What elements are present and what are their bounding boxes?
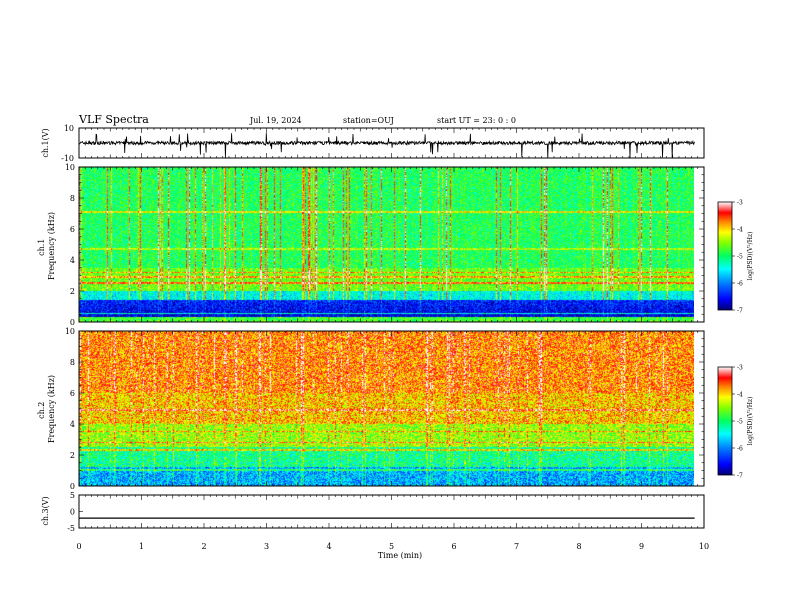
spectrogram-ch1-panel: 0 2 4 6 8 10 ch.1 Frequency (kHz) xyxy=(37,163,705,327)
colorbar-ch1-label: log(PSD)(V²/Hz) xyxy=(747,232,754,281)
colorbar-tick-label: -3 xyxy=(737,200,743,207)
colorbar-tick-label: -7 xyxy=(737,308,743,315)
ch1-waveform-ylabel: ch.1(V) xyxy=(41,128,50,157)
ch2-spectrogram-yticks: 0 2 4 6 8 10 xyxy=(65,327,704,491)
ch1-ytick-top: 10 xyxy=(64,124,74,133)
y-tick-label: 0 xyxy=(70,482,75,491)
colorbar-tick-label: -7 xyxy=(737,473,743,480)
x-axis-tick-labels: 0 1 2 3 4 5 6 7 8 9 10 xyxy=(76,542,709,551)
station-label: station=OUJ xyxy=(343,116,394,125)
colorbar-tick-label: -6 xyxy=(737,446,743,453)
waveform-ch3-panel: 5 0 -5 ch.3(V) xyxy=(41,491,705,533)
colorbar-ch1-scale xyxy=(717,201,733,311)
colorbar-ch2-ticks: -3 -4 -5 -6 -7 xyxy=(732,365,743,480)
colorbar-ch2-scale xyxy=(717,366,733,476)
x-tick-label: 10 xyxy=(699,542,709,551)
ch1-waveform-line xyxy=(78,133,695,159)
ch1-spectrogram-yticks: 0 2 4 6 8 10 xyxy=(65,163,704,327)
colorbar-ch2-label: log(PSD)(V²/Hz) xyxy=(747,397,754,446)
ch3-waveform-ylabel: ch.3(V) xyxy=(41,496,50,525)
colorbar-ch1: -3 -4 -5 -6 -7 log(PSD)(V²/Hz) xyxy=(717,200,754,315)
ch2-spectrogram-ylabel: ch.2 Frequency (kHz) xyxy=(37,375,56,443)
y-tick-label: 6 xyxy=(70,389,75,398)
x-tick-label: 0 xyxy=(76,542,81,551)
colorbar-tick-label: -4 xyxy=(737,227,743,234)
x-tick-label: 9 xyxy=(639,542,644,551)
colorbar-tick-label: -4 xyxy=(737,392,743,399)
ch1-spectrogram-ylabel: ch.1 Frequency (kHz) xyxy=(37,212,56,280)
y-tick-label: 2 xyxy=(70,451,75,460)
spectrogram-ch2-panel: 0 2 4 6 8 10 ch.2 Frequency (kHz) xyxy=(37,327,705,491)
colorbar-tick-label: -5 xyxy=(737,254,743,261)
ch1-waveform-xticks xyxy=(78,128,705,158)
x-axis-label: Time (min) xyxy=(378,551,422,560)
ch2-ylabel-channel: ch.2 xyxy=(37,402,46,419)
ch2-spectrogram-image xyxy=(79,331,694,486)
ch3-waveform-yticks: 5 0 -5 xyxy=(67,491,83,533)
ch1-spectrogram-image xyxy=(79,167,694,322)
colorbar-ch1-ticks: -3 -4 -5 -6 -7 xyxy=(732,200,743,315)
colorbar-tick-label: -5 xyxy=(737,419,743,426)
x-tick-label: 6 xyxy=(451,542,456,551)
start-ut-label: start UT = 23: 0 : 0 xyxy=(437,116,516,125)
ch1-ytick-bottom: -10 xyxy=(61,154,74,163)
y-tick-label: 6 xyxy=(70,225,75,234)
date-label: Jul. 19, 2024 xyxy=(249,116,302,125)
x-tick-label: 2 xyxy=(201,542,206,551)
ch1-spectrogram-xticks xyxy=(78,167,705,322)
x-tick-label: 1 xyxy=(139,542,144,551)
x-tick-label: 3 xyxy=(264,542,269,551)
x-tick-label: 5 xyxy=(389,542,394,551)
colorbar-tick-label: -6 xyxy=(737,281,743,288)
waveform-ch1-panel: 10 -10 ch.1(V) xyxy=(41,124,705,163)
y-tick-label: 4 xyxy=(70,420,75,429)
colorbar-tick-label: -3 xyxy=(737,365,743,372)
y-tick-label: 10 xyxy=(65,163,75,172)
y-tick-label: 5 xyxy=(70,491,75,500)
ch2-ylabel-frequency: Frequency (kHz) xyxy=(47,375,56,443)
figure-title: VLF Spectra xyxy=(78,113,149,126)
y-tick-label: 2 xyxy=(70,287,75,296)
y-tick-label: 4 xyxy=(70,256,75,265)
x-tick-label: 8 xyxy=(576,542,581,551)
x-tick-label: 4 xyxy=(326,542,331,551)
y-tick-label: 8 xyxy=(70,358,75,367)
y-tick-label: 0 xyxy=(70,508,75,517)
y-tick-label: -5 xyxy=(67,524,75,533)
y-tick-label: 0 xyxy=(70,318,75,327)
y-tick-label: 10 xyxy=(65,327,75,336)
ch3-waveform-xticks xyxy=(78,495,705,528)
x-tick-label: 7 xyxy=(514,542,519,551)
ch1-ylabel-frequency: Frequency (kHz) xyxy=(47,212,56,280)
ch2-spectrogram-xticks xyxy=(78,331,705,486)
colorbar-ch2: -3 -4 -5 -6 -7 log(PSD)(V²/Hz) xyxy=(717,365,754,480)
ch1-ylabel-channel: ch.1 xyxy=(37,239,46,256)
y-tick-label: 8 xyxy=(70,194,75,203)
